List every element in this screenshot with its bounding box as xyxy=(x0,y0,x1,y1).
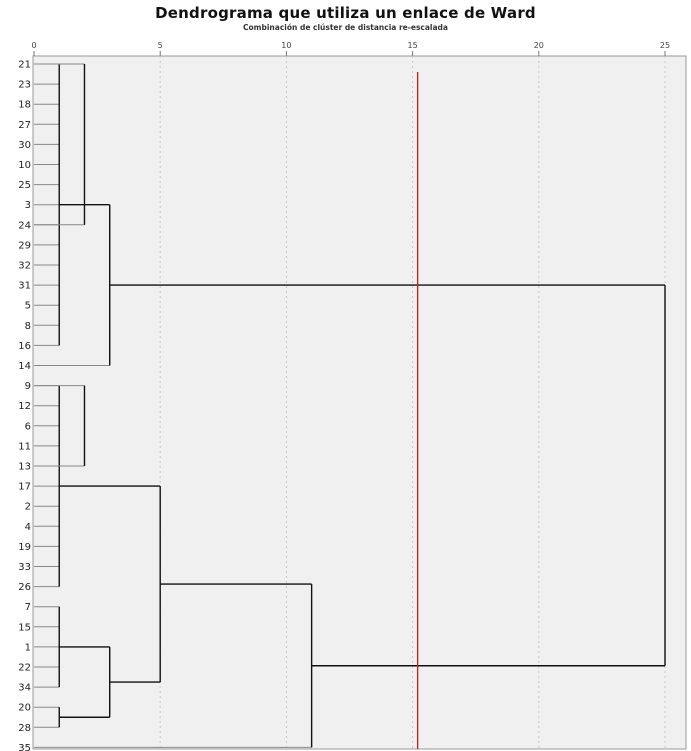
leaf-label-5: 5 xyxy=(25,301,31,312)
leaf-label-13: 13 xyxy=(18,462,31,473)
leaf-label-15: 15 xyxy=(18,622,31,633)
leaf-label-20: 20 xyxy=(18,703,31,714)
leaf-label-9: 9 xyxy=(25,381,31,392)
leaf-label-19: 19 xyxy=(18,542,31,553)
leaf-label-3: 3 xyxy=(25,200,31,211)
tick-label-10: 10 xyxy=(281,41,291,50)
leaf-label-22: 22 xyxy=(18,663,31,674)
leaf-label-6: 6 xyxy=(25,421,31,432)
leaf-label-10: 10 xyxy=(18,160,31,171)
tick-label-20: 20 xyxy=(534,41,544,50)
leaf-label-17: 17 xyxy=(18,482,31,493)
tick-label-5: 5 xyxy=(158,41,163,50)
leaf-label-21: 21 xyxy=(18,60,31,71)
tick-label-15: 15 xyxy=(408,41,418,50)
leaf-label-34: 34 xyxy=(18,683,31,694)
tick-label-25: 25 xyxy=(660,41,670,50)
chart-title: Dendrograma que utiliza un enlace de War… xyxy=(155,4,536,22)
leaf-label-7: 7 xyxy=(25,602,31,613)
plot-background xyxy=(32,55,687,750)
leaf-label-18: 18 xyxy=(18,100,31,111)
leaf-label-12: 12 xyxy=(18,401,31,412)
leaf-label-28: 28 xyxy=(18,723,31,734)
dendrogram-links xyxy=(34,63,666,748)
leaf-label-31: 31 xyxy=(18,281,31,292)
leaf-labels: 2123182730102532429323158161491261113172… xyxy=(18,60,31,751)
leaf-label-26: 26 xyxy=(18,582,31,593)
leaf-label-1: 1 xyxy=(25,642,31,653)
leaf-label-27: 27 xyxy=(18,120,31,131)
chart-subtitle: Combinación de clúster de distancia re-e… xyxy=(243,23,448,32)
leaf-label-33: 33 xyxy=(18,562,31,573)
leaf-label-2: 2 xyxy=(25,502,31,513)
leaf-label-8: 8 xyxy=(25,321,31,332)
tick-label-0: 0 xyxy=(31,41,36,50)
leaf-label-35: 35 xyxy=(18,743,31,751)
leaf-label-16: 16 xyxy=(18,341,31,352)
x-axis-ticks: 0 5 10 15 20 25 xyxy=(31,41,670,56)
leaf-label-11: 11 xyxy=(18,441,31,452)
leaf-label-23: 23 xyxy=(18,80,31,91)
leaf-label-32: 32 xyxy=(18,261,31,272)
leaf-label-25: 25 xyxy=(18,180,31,191)
leaf-label-4: 4 xyxy=(25,522,31,533)
leaf-label-29: 29 xyxy=(18,240,31,251)
leaf-label-14: 14 xyxy=(18,361,31,372)
leaf-label-24: 24 xyxy=(18,220,31,231)
leaf-label-30: 30 xyxy=(18,140,31,151)
